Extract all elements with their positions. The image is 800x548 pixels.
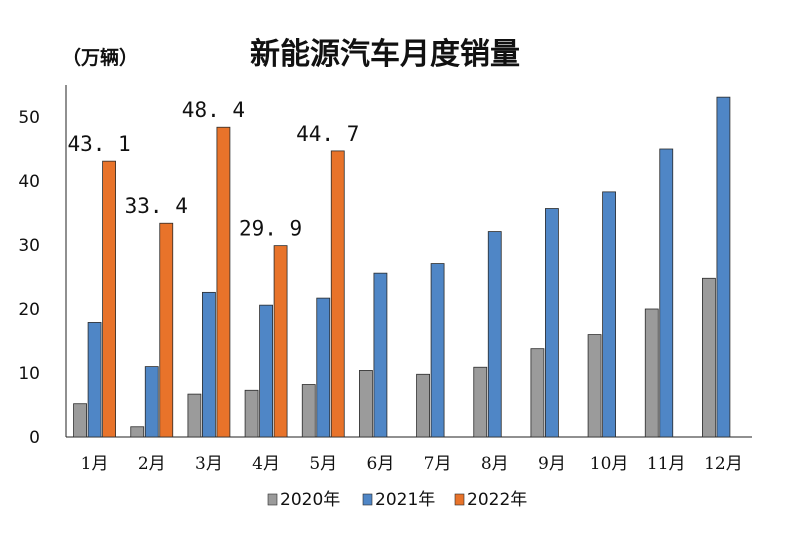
bar-2021-3 [202, 291, 216, 438]
data-label-1: 43. 1 [67, 132, 130, 156]
x-tick-8: 8月 [481, 454, 509, 474]
legend-label-2021: 2021年 [375, 490, 435, 510]
bar-2021-5 [316, 297, 331, 438]
bar-2020-11 [644, 308, 659, 438]
bar-2022-5 [330, 150, 345, 438]
bar-2021-8 [487, 231, 502, 438]
bar-2021-12 [716, 96, 731, 438]
legend: 2020年 2021年 2022年 [267, 490, 527, 510]
bar-marks [73, 96, 731, 438]
y-tick-20: 20 [18, 300, 40, 320]
x-tick-10: 10月 [590, 454, 629, 474]
bar-2020-6 [359, 370, 373, 438]
y-tick-40: 40 [18, 172, 40, 192]
bar-2022-4 [273, 245, 288, 438]
bar-2021-7 [430, 263, 445, 438]
data-label-3: 48. 4 [182, 98, 245, 122]
data-label-2: 33. 4 [125, 194, 188, 218]
bar-2021-2 [144, 366, 159, 438]
bar-2020-4 [244, 389, 259, 438]
bar-2020-8 [473, 366, 488, 438]
x-tick-12: 12月 [704, 454, 743, 474]
y-tick-30: 30 [18, 236, 40, 256]
bar-2021-4 [259, 304, 273, 438]
legend-swatch-2021 [362, 493, 373, 506]
bar-2020-3 [187, 393, 202, 438]
chart-title: 新能源汽车月度销量 [250, 37, 520, 72]
bar-2022-1 [102, 160, 116, 438]
bar-2021-10 [602, 191, 616, 438]
bar-2020-1 [73, 403, 87, 438]
y-axis-unit: （万辆） [62, 46, 138, 69]
legend-swatch-2022 [454, 493, 465, 506]
bar-2020-5 [301, 384, 316, 438]
data-labels: 43. 1 33. 4 48. 4 29. 9 44. 7 [67, 98, 359, 240]
bar-2020-2 [130, 426, 145, 438]
x-tick-1: 1月 [81, 454, 109, 474]
x-tick-5: 5月 [309, 454, 337, 474]
x-tick-2: 2月 [138, 454, 166, 474]
bar-2021-9 [545, 208, 559, 438]
bar-2022-2 [159, 222, 174, 438]
y-tick-10: 10 [18, 364, 40, 384]
x-tick-11: 11月 [647, 454, 686, 474]
bar-2020-9 [530, 348, 545, 438]
bar-2020-10 [587, 334, 602, 438]
x-tick-3: 3月 [195, 454, 223, 474]
bar-2021-6 [373, 272, 388, 438]
bar-2020-7 [416, 373, 430, 438]
y-tick-0: 0 [29, 428, 40, 448]
legend-swatch-2020 [267, 493, 278, 506]
x-tick-4: 4月 [252, 454, 280, 474]
legend-label-2020: 2020年 [280, 490, 340, 510]
y-tick-labels: 0 10 20 30 40 50 [18, 108, 40, 448]
legend-label-2022: 2022年 [467, 490, 527, 510]
x-tick-7: 7月 [424, 454, 452, 474]
bar-2022-3 [216, 126, 231, 438]
y-tick-50: 50 [18, 108, 40, 128]
x-tick-6: 6月 [367, 454, 395, 474]
x-tick-9: 9月 [538, 454, 566, 474]
data-label-5: 44. 7 [296, 122, 359, 146]
data-label-4: 29. 9 [239, 217, 302, 241]
bar-2021-1 [87, 322, 102, 438]
x-tick-labels: 1月 2月 3月 4月 5月 6月 7月 8月 9月 10月 11月 12月 [81, 454, 743, 474]
bar-2021-11 [659, 148, 674, 438]
bar-2020-12 [702, 277, 716, 438]
